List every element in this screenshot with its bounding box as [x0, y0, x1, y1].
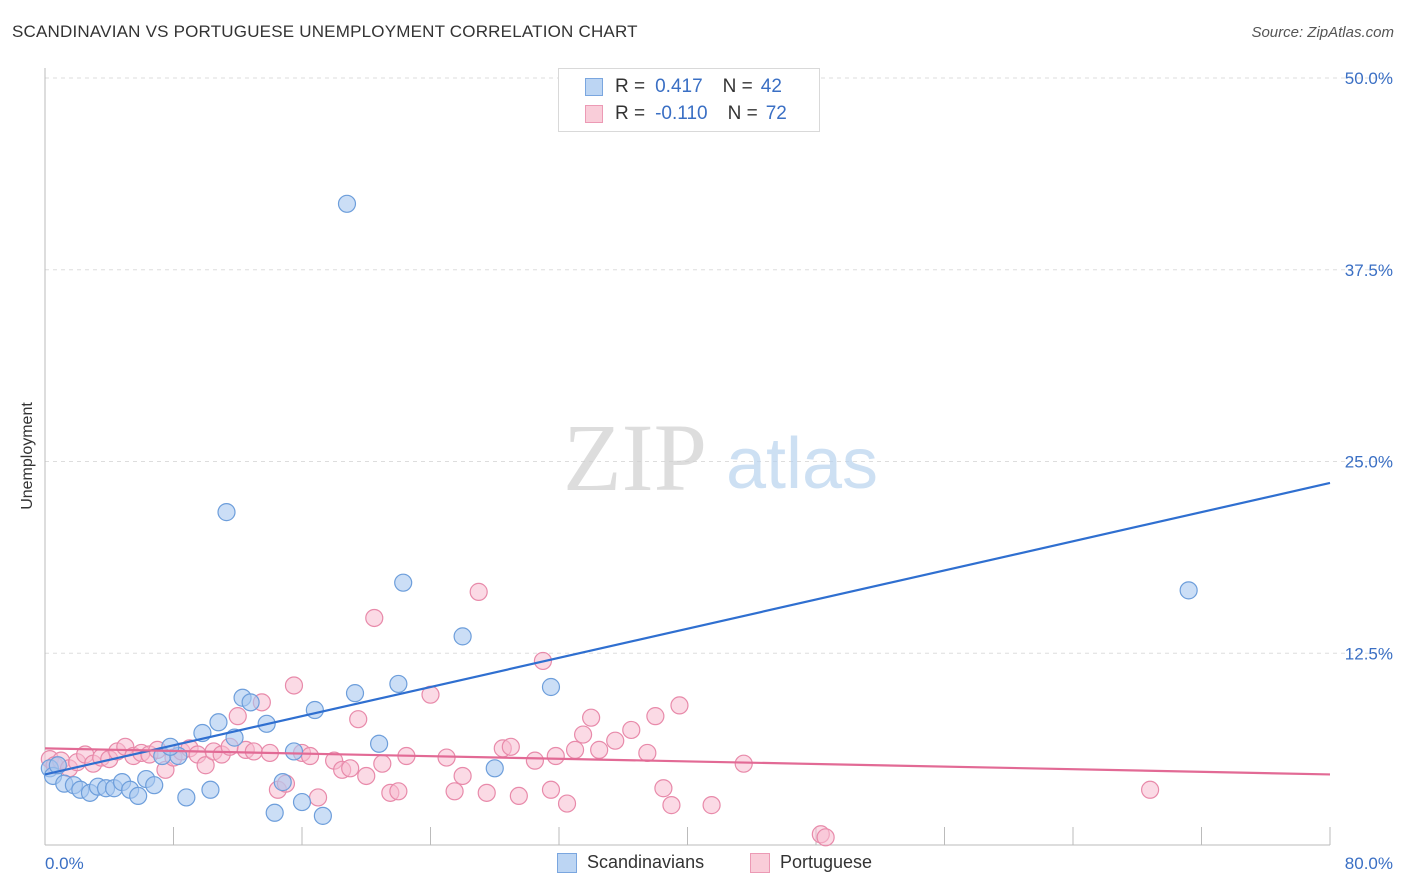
- portuguese-point-67: [654, 779, 673, 798]
- watermark: ZIP atlas: [563, 404, 878, 511]
- trend-lines: [44, 481, 1331, 776]
- portuguese-point-48: [453, 766, 472, 786]
- legend-item-portuguese[interactable]: Portuguese: [750, 852, 872, 873]
- portuguese-point-34: [308, 788, 328, 807]
- portuguese-point-47: [445, 782, 464, 801]
- scandinavian-point-20: [201, 780, 220, 799]
- portuguese-point-56: [541, 780, 561, 799]
- portuguese-trend-line: [44, 747, 1331, 776]
- legend-row-portuguese: R = -0.110 N = 72: [585, 102, 787, 126]
- r-label: R =: [615, 76, 646, 97]
- portuguese-point-68: [662, 796, 681, 815]
- scandinavian-point-38: [453, 627, 472, 646]
- portuguese-point-58: [557, 794, 577, 813]
- portuguese-point-54: [525, 751, 545, 770]
- legend-item-scandinavians[interactable]: Scandinavians: [557, 852, 704, 873]
- legend-swatch-blue: [557, 852, 577, 873]
- n-value: 42: [760, 76, 782, 97]
- scandinavian-point-32: [313, 806, 332, 825]
- correlation-legend: R = 0.417 N = 42 R = -0.110 N = 72: [558, 68, 820, 132]
- portuguese-point-62: [590, 740, 609, 759]
- x-tick-label-min: 0.0%: [45, 854, 84, 873]
- portuguese-point-41: [373, 754, 392, 773]
- scandinavian-points: [40, 194, 1198, 825]
- portuguese-point-24: [228, 707, 247, 726]
- scandinavian-point-21: [209, 713, 228, 732]
- axes: [44, 68, 1331, 846]
- r-value: 0.417: [655, 76, 703, 97]
- scandinavian-point-28: [273, 773, 292, 792]
- portuguese-point-60: [573, 725, 593, 744]
- portuguese-point-64: [622, 720, 641, 740]
- scandinavian-point-33: [337, 194, 357, 213]
- legend-label: Scandinavians: [587, 852, 705, 872]
- scandinavian-point-40: [541, 677, 561, 697]
- portuguese-point-43: [389, 782, 408, 801]
- x-tick-labels: 0.0% 80.0%: [45, 854, 1393, 873]
- portuguese-point-65: [638, 743, 657, 763]
- portuguese-point-70: [702, 796, 721, 815]
- portuguese-point-20: [196, 756, 215, 775]
- y-tick-label-3: 50.0%: [1345, 69, 1393, 88]
- portuguese-point-73: [816, 828, 835, 847]
- r-value: -0.110: [655, 103, 708, 124]
- grid-lines: [45, 77, 1392, 654]
- r-label: R =: [615, 103, 646, 124]
- scandinavian-point-30: [292, 792, 312, 812]
- watermark-atlas: atlas: [726, 424, 878, 504]
- y-tick-label-2: 37.5%: [1345, 261, 1393, 280]
- scandinavian-point-35: [370, 734, 389, 753]
- scandinavian-point-14: [145, 776, 164, 795]
- portuguese-point-61: [582, 708, 601, 727]
- portuguese-point-57: [546, 746, 565, 766]
- chart-title: SCANDINAVIAN VS PORTUGUESE UNEMPLOYMENT …: [12, 22, 638, 41]
- portuguese-points: [40, 582, 1160, 847]
- legend-label: Portuguese: [780, 852, 873, 872]
- legend-swatch-pink: [585, 105, 603, 123]
- scandinavian-point-36: [389, 674, 408, 694]
- legend-swatch-blue: [585, 78, 603, 96]
- scandinavian-point-34: [345, 684, 365, 703]
- portuguese-point-39: [357, 766, 376, 786]
- portuguese-point-38: [349, 710, 368, 729]
- portuguese-point-52: [501, 737, 520, 756]
- portuguese-point-40: [365, 608, 384, 628]
- n-value: 72: [765, 103, 787, 124]
- scandinavian-point-39: [485, 759, 504, 778]
- watermark-zip: ZIP: [563, 404, 707, 511]
- portuguese-point-69: [670, 696, 689, 715]
- series-legend: Scandinavians Portuguese: [0, 852, 1406, 876]
- n-label: N =: [722, 76, 753, 97]
- scandinavian-trend-line: [44, 481, 1331, 776]
- y-tick-label-0: 12.5%: [1345, 644, 1393, 663]
- portuguese-point-66: [646, 707, 665, 726]
- y-tick-labels: 12.5% 25.0% 37.5% 50.0%: [1345, 69, 1393, 663]
- portuguese-point-63: [606, 731, 625, 750]
- y-tick-label-1: 25.0%: [1345, 453, 1393, 472]
- n-label: N =: [727, 103, 758, 124]
- portuguese-point-31: [284, 676, 304, 695]
- portuguese-point-33: [300, 746, 320, 766]
- scandinavian-point-37: [394, 573, 413, 592]
- source-label: Source: ZipAtlas.com: [1251, 24, 1394, 41]
- portuguese-point-37: [341, 759, 360, 778]
- scandinavian-point-29: [284, 742, 304, 761]
- scandinavian-point-22: [217, 503, 236, 522]
- portuguese-point-59: [565, 740, 585, 759]
- x-tick-label-max: 80.0%: [1345, 854, 1393, 873]
- portuguese-point-74: [1140, 780, 1160, 799]
- scandinavian-point-41: [1179, 581, 1198, 600]
- legend-swatch-pink: [750, 852, 770, 873]
- legend-row-scandinavians: R = 0.417 N = 42: [585, 75, 782, 99]
- scandinavian-point-17: [177, 788, 196, 807]
- portuguese-point-50: [477, 783, 496, 802]
- scandinavian-point-27: [265, 803, 284, 822]
- scandinavian-point-25: [241, 693, 260, 712]
- scandinavian-point-12: [129, 786, 148, 806]
- portuguese-point-53: [509, 786, 528, 806]
- portuguese-point-49: [469, 582, 488, 601]
- scandinavian-point-31: [305, 700, 324, 720]
